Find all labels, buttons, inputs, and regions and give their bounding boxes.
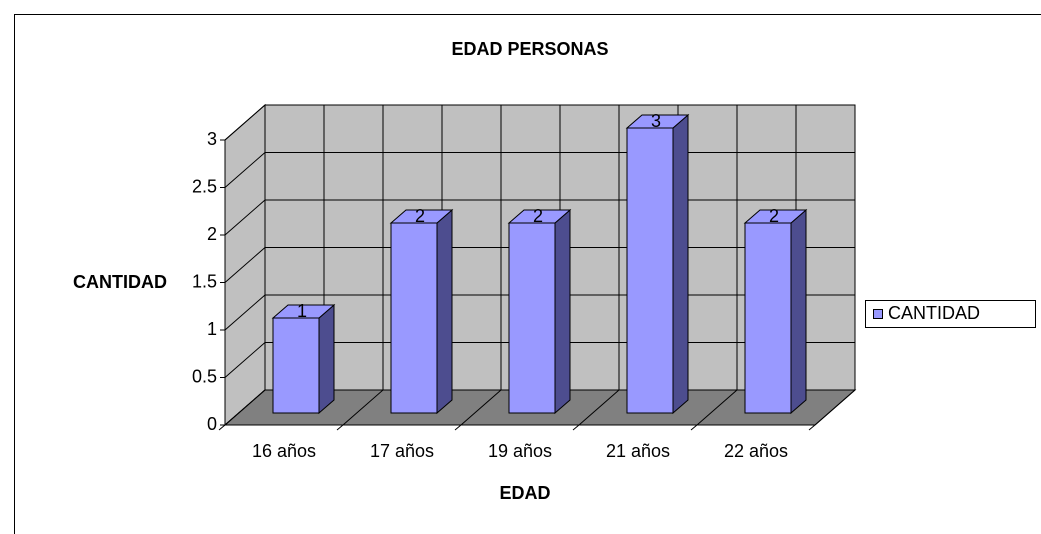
x-tick [218,424,226,431]
y-tick-label: 2 [207,224,217,244]
y-tick-label: 3 [207,129,217,149]
y-tick-label: 0.5 [192,366,217,386]
x-axis-title: EDAD [499,483,550,503]
bar [626,127,674,414]
floor-line [696,389,738,426]
x-tick-label: 22 años [724,441,788,461]
bar [390,222,438,414]
y-axis-title: CANTIDAD [73,272,167,292]
bar-side [318,303,335,415]
data-label: 1 [297,301,307,321]
x-tick [336,424,344,431]
legend-swatch [873,309,883,319]
bar [272,317,320,414]
x-tick-label: 19 años [488,441,552,461]
data-label: 2 [769,206,779,226]
data-label: 2 [415,206,425,226]
x-tick [454,424,462,431]
bar-side [436,208,453,415]
floor-line [342,389,384,426]
x-tick [572,424,580,431]
x-tick-label: 17 años [370,441,434,461]
data-label: 2 [533,206,543,226]
y-tick-label: 1.5 [192,271,217,291]
grid-line [224,104,855,141]
x-tick [808,424,816,431]
floor-line [578,389,620,426]
legend-box [865,300,1036,328]
x-tick-label: 21 años [606,441,670,461]
bar-side [554,208,571,415]
bar-side [790,208,807,415]
floor-line [814,389,856,426]
x-tick [690,424,698,431]
x-tick-label: 16 años [252,441,316,461]
legend-label: CANTIDAD [888,303,980,323]
y-tick-label: 0 [207,414,217,434]
bar [508,222,556,414]
bar-side [672,113,689,415]
y-tick-label: 1 [207,319,217,339]
chart-title: EDAD PERSONAS [451,39,608,59]
floor-line [460,389,502,426]
data-label: 3 [651,111,661,131]
bar [744,222,792,414]
y-tick-label: 2.5 [192,176,217,196]
